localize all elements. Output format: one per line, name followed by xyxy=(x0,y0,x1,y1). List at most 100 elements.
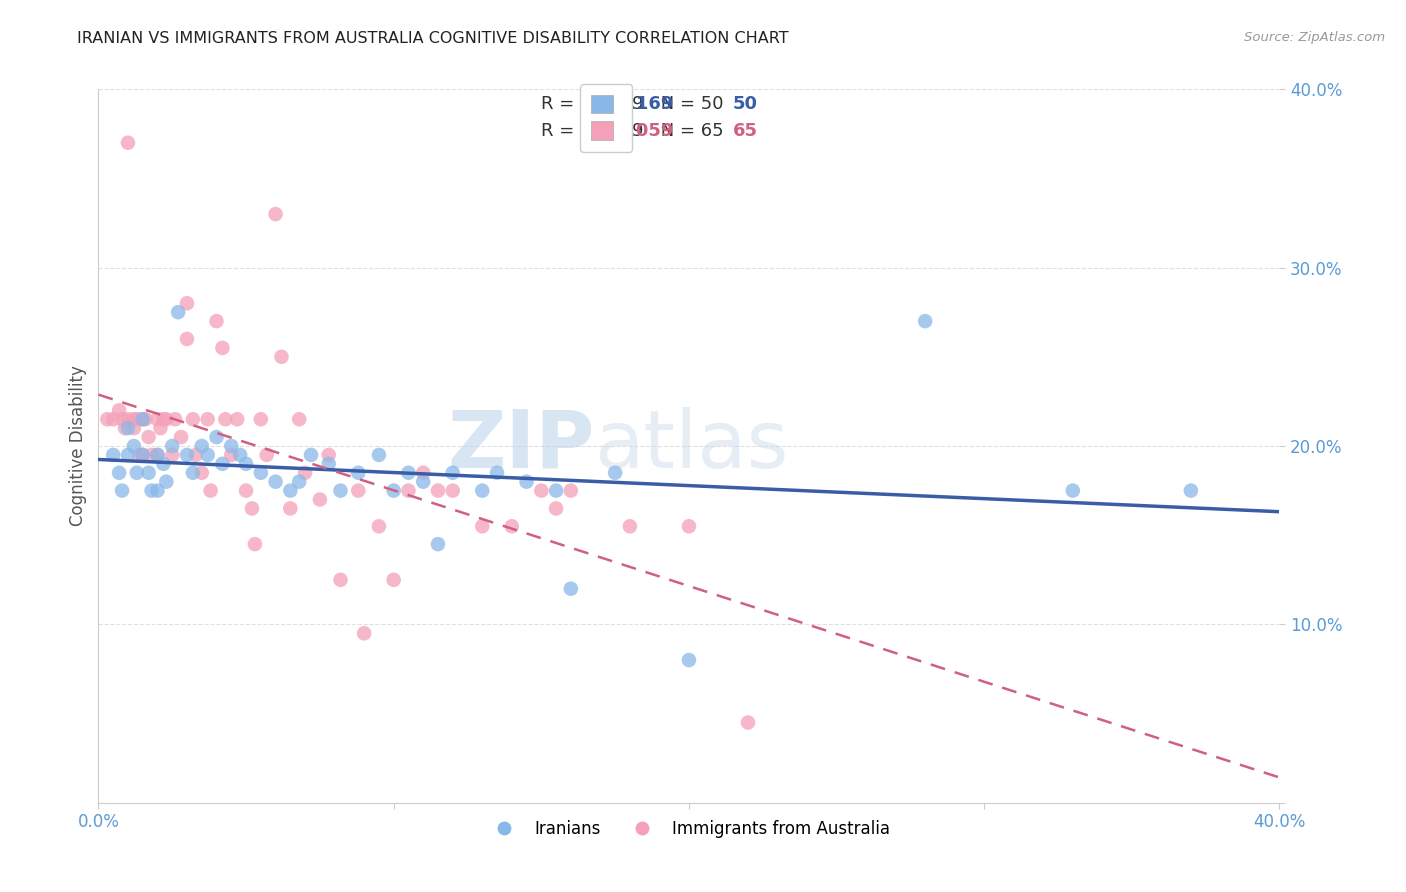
Point xyxy=(329,573,352,587)
Text: R =  -0.059   N = 65: R = -0.059 N = 65 xyxy=(541,121,724,139)
Text: -0.059: -0.059 xyxy=(609,121,673,139)
Point xyxy=(382,573,405,587)
Point xyxy=(117,421,139,435)
Point xyxy=(226,412,249,426)
Point xyxy=(240,501,263,516)
Point xyxy=(235,457,257,471)
Point xyxy=(250,466,273,480)
Point xyxy=(205,314,228,328)
Point xyxy=(347,483,370,498)
Point xyxy=(914,314,936,328)
Point xyxy=(501,519,523,533)
Point xyxy=(546,483,568,498)
Point xyxy=(200,483,222,498)
Point xyxy=(309,492,332,507)
Point xyxy=(155,475,177,489)
Text: 50: 50 xyxy=(733,95,758,113)
Point xyxy=(96,412,118,426)
Point xyxy=(155,412,177,426)
Point xyxy=(211,457,233,471)
Point xyxy=(560,483,582,498)
Point xyxy=(214,412,236,426)
Point xyxy=(299,448,322,462)
Point xyxy=(117,136,139,150)
Point xyxy=(737,715,759,730)
Point xyxy=(441,483,464,498)
Text: 65: 65 xyxy=(733,121,758,139)
Text: ZIP: ZIP xyxy=(447,407,595,485)
Point xyxy=(270,350,292,364)
Point xyxy=(162,439,183,453)
Point xyxy=(162,448,183,462)
Point xyxy=(427,537,450,551)
Text: atlas: atlas xyxy=(595,407,789,485)
Point xyxy=(229,448,252,462)
Point xyxy=(125,412,148,426)
Point xyxy=(141,448,163,462)
Point xyxy=(181,412,204,426)
Point xyxy=(560,582,582,596)
Point xyxy=(288,475,311,489)
Point xyxy=(122,421,145,435)
Point xyxy=(132,412,155,426)
Point xyxy=(132,448,155,462)
Point xyxy=(235,483,257,498)
Point xyxy=(398,483,420,498)
Point xyxy=(167,305,190,319)
Point xyxy=(530,483,553,498)
Point xyxy=(152,457,174,471)
Point xyxy=(176,332,198,346)
Point xyxy=(280,501,302,516)
Point xyxy=(184,448,207,462)
Point xyxy=(132,448,155,462)
Point xyxy=(250,412,273,426)
Point xyxy=(146,448,169,462)
Point xyxy=(117,448,139,462)
Point xyxy=(243,537,266,551)
Point xyxy=(412,475,434,489)
Point xyxy=(368,519,391,533)
Point xyxy=(205,430,228,444)
Point xyxy=(280,483,302,498)
Point xyxy=(427,483,450,498)
Point xyxy=(221,448,243,462)
Point xyxy=(441,466,464,480)
Point xyxy=(122,439,145,453)
Point xyxy=(398,466,420,480)
Text: IRANIAN VS IMMIGRANTS FROM AUSTRALIA COGNITIVE DISABILITY CORRELATION CHART: IRANIAN VS IMMIGRANTS FROM AUSTRALIA COG… xyxy=(77,31,789,46)
Point xyxy=(117,412,139,426)
Point xyxy=(125,466,148,480)
Point xyxy=(191,439,214,453)
Point xyxy=(516,475,538,489)
Point xyxy=(471,483,494,498)
Legend: Iranians, Immigrants from Australia: Iranians, Immigrants from Australia xyxy=(481,814,897,845)
Point xyxy=(256,448,278,462)
Point xyxy=(546,501,568,516)
Point xyxy=(138,430,160,444)
Point xyxy=(149,421,172,435)
Point xyxy=(1180,483,1202,498)
Point xyxy=(138,466,160,480)
Point xyxy=(152,412,174,426)
Point xyxy=(181,466,204,480)
Point xyxy=(197,448,219,462)
Point xyxy=(678,519,700,533)
Point xyxy=(146,483,169,498)
Point xyxy=(412,466,434,480)
Point xyxy=(347,466,370,480)
Point xyxy=(619,519,641,533)
Point xyxy=(122,412,145,426)
Point xyxy=(111,412,134,426)
Point xyxy=(176,448,198,462)
Point xyxy=(103,412,125,426)
Point xyxy=(318,448,340,462)
Point xyxy=(197,412,219,426)
Point xyxy=(486,466,509,480)
Point xyxy=(135,412,157,426)
Point xyxy=(146,412,169,426)
Point xyxy=(678,653,700,667)
Point xyxy=(170,430,193,444)
Point xyxy=(108,466,131,480)
Point xyxy=(382,483,405,498)
Point xyxy=(111,483,134,498)
